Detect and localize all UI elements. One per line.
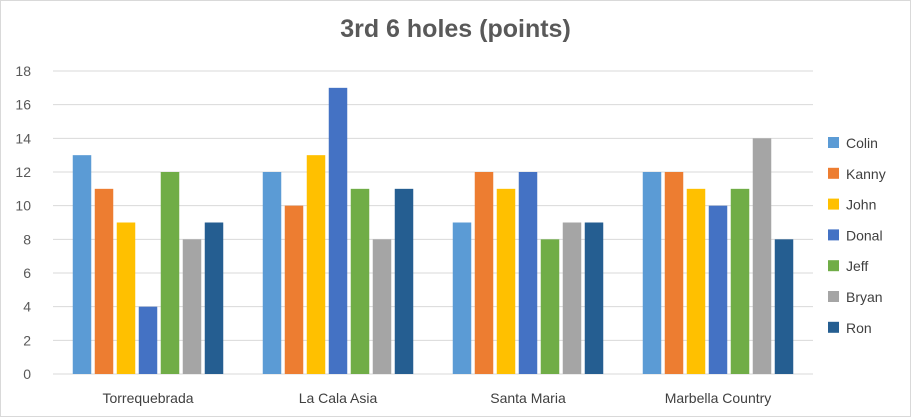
bar-jeff xyxy=(350,188,370,374)
bar-jeff xyxy=(160,172,180,374)
legend-swatch-donal xyxy=(828,229,839,241)
x-category-label: Santa Maria xyxy=(490,390,566,406)
chart-title: 3rd 6 holes (points) xyxy=(340,15,571,43)
bar-jeff xyxy=(540,239,560,374)
bar-john xyxy=(306,155,326,374)
legend-swatch-john xyxy=(828,198,839,210)
bar-colin xyxy=(262,172,282,374)
bar-bryan xyxy=(562,222,582,374)
bar-donal xyxy=(708,205,728,374)
bar-kanny xyxy=(664,172,684,374)
bar-ron xyxy=(774,239,794,374)
bar-ron xyxy=(584,222,604,374)
bar-ron xyxy=(394,188,414,374)
bar-john xyxy=(686,188,706,374)
legend-swatch-jeff xyxy=(828,260,839,272)
y-tick-label: 8 xyxy=(23,231,31,247)
bar-kanny xyxy=(94,188,114,374)
y-tick-label: 18 xyxy=(15,63,31,79)
legend-swatch-ron xyxy=(828,321,839,333)
bar-kanny xyxy=(284,205,304,374)
x-category-label: Marbella Country xyxy=(665,390,772,406)
y-tick-label: 14 xyxy=(15,130,31,146)
bar-ron xyxy=(204,222,224,374)
bar-john xyxy=(496,188,516,374)
legend-swatch-bryan xyxy=(828,291,839,302)
y-tick-label: 6 xyxy=(23,265,31,281)
bar-colin xyxy=(72,155,92,374)
bar-jeff xyxy=(730,188,750,374)
y-tick-label: 12 xyxy=(15,164,31,180)
bar-bryan xyxy=(372,239,392,374)
bar-bryan xyxy=(752,138,772,374)
bar-donal xyxy=(518,172,538,374)
legend-swatch-colin xyxy=(828,137,839,148)
bar-colin xyxy=(642,172,662,374)
bar-colin xyxy=(452,222,472,374)
y-tick-label: 0 xyxy=(23,366,31,382)
legend-label: Ron xyxy=(846,320,872,336)
y-tick-label: 10 xyxy=(15,198,31,214)
legend-label: Bryan xyxy=(846,289,883,305)
legend-label: Colin xyxy=(846,135,878,151)
legend-swatch-kanny xyxy=(828,167,839,179)
legend-label: Donal xyxy=(846,227,883,243)
bar-kanny xyxy=(474,172,494,374)
x-category-label: Torrequebrada xyxy=(102,390,193,406)
bar-john xyxy=(116,222,136,374)
x-category-label: La Cala Asia xyxy=(299,390,378,406)
y-tick-label: 4 xyxy=(23,299,31,315)
y-tick-label: 2 xyxy=(23,332,31,348)
bar-bryan xyxy=(182,239,202,374)
bar-donal xyxy=(138,306,158,374)
legend-label: John xyxy=(846,197,876,213)
y-tick-label: 16 xyxy=(15,97,31,113)
legend-label: Jeff xyxy=(846,258,868,274)
bar-donal xyxy=(328,87,348,374)
legend-label: Kanny xyxy=(846,166,886,182)
